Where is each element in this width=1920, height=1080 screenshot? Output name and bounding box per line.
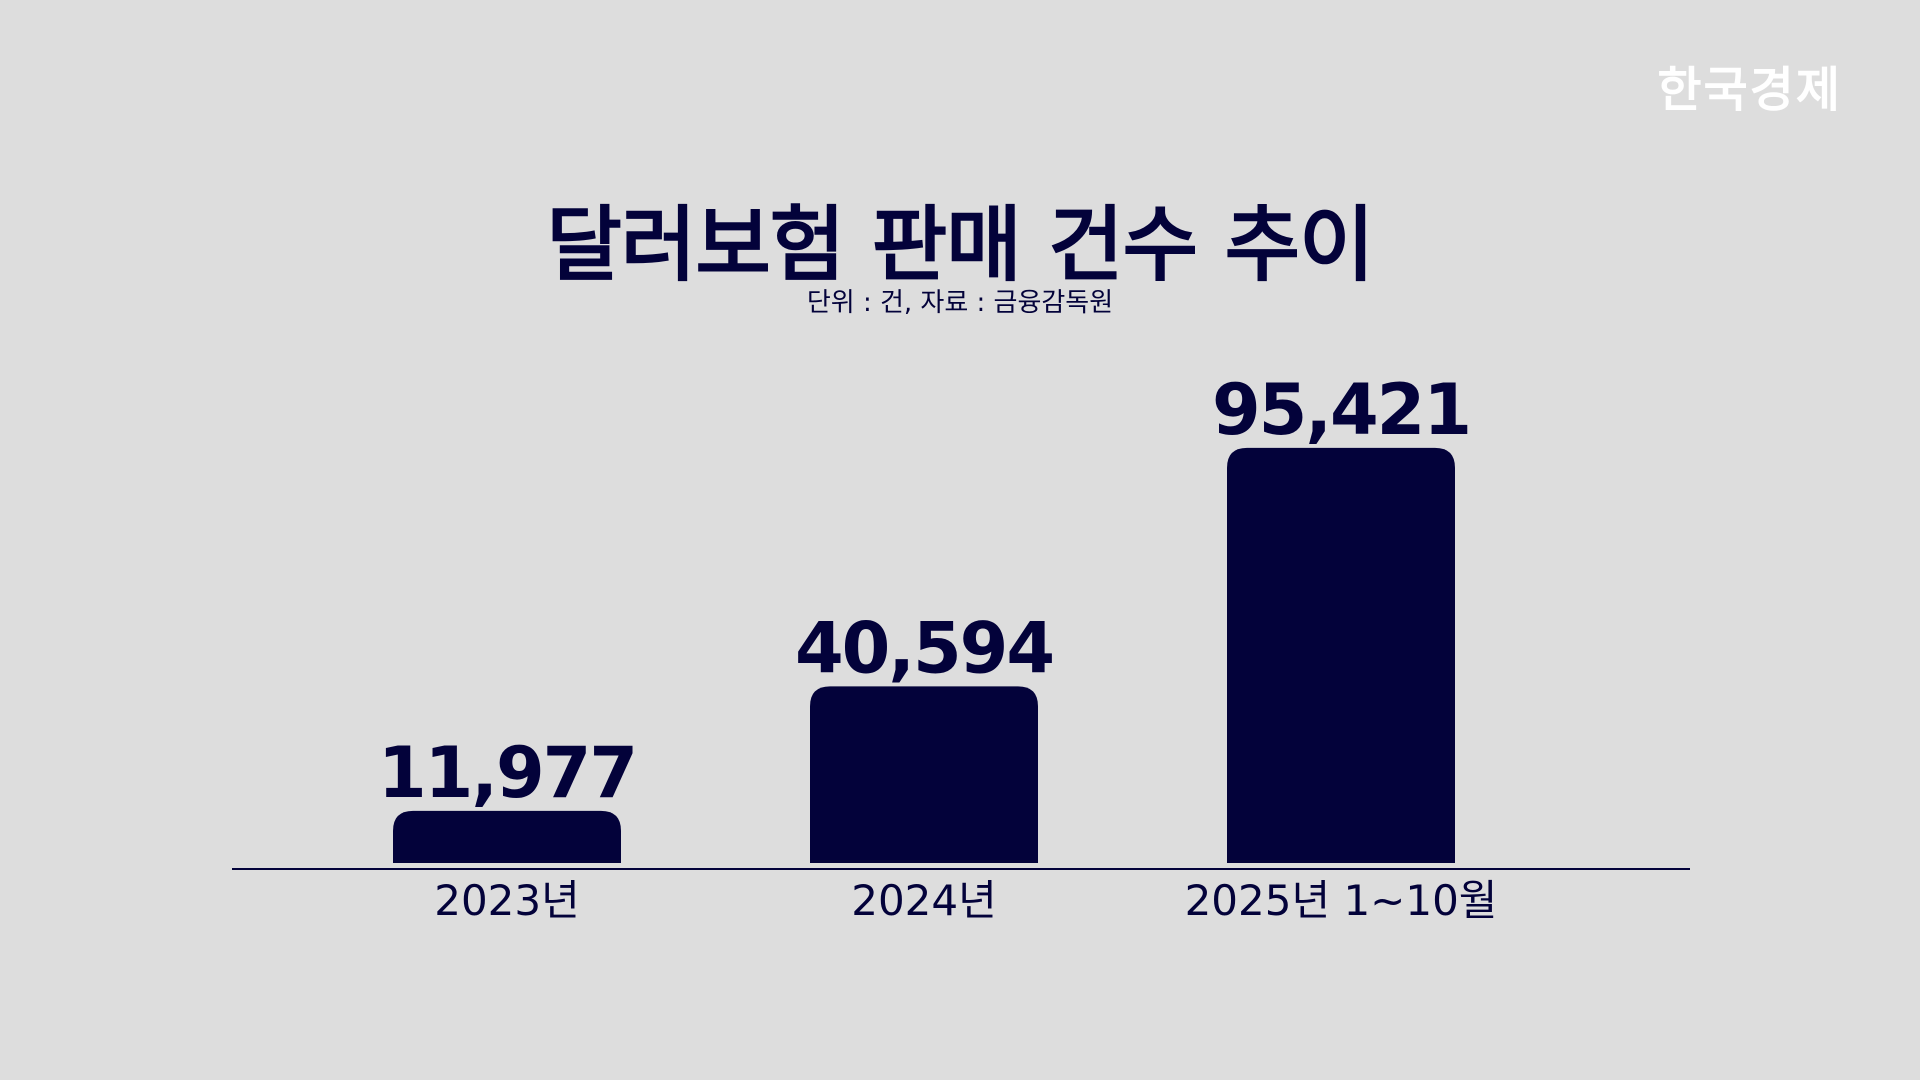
bars-group bbox=[393, 447, 1455, 863]
category-label-0: 2023년 bbox=[434, 876, 580, 925]
labels-group: 11,977 2023년 40,594 2024년 95,421 2025년 1~10월 bbox=[378, 369, 1498, 925]
category-label-2: 2025년 1~10월 bbox=[1185, 876, 1498, 925]
category-label-1: 2024년 bbox=[851, 876, 997, 925]
brand-logo: 한국경제 bbox=[1657, 62, 1842, 118]
value-label-1: 40,594 bbox=[795, 607, 1053, 689]
chart-subtitle: 단위 : 건, 자료 : 금융감독원 bbox=[806, 288, 1114, 318]
bar-1 bbox=[810, 686, 1038, 863]
value-label-2: 95,421 bbox=[1212, 369, 1470, 451]
bar-0 bbox=[393, 810, 621, 863]
chart-title: 달러보험 판매 건수 추이 bbox=[546, 198, 1374, 293]
bar-2 bbox=[1227, 447, 1455, 863]
value-label-0: 11,977 bbox=[378, 732, 636, 814]
